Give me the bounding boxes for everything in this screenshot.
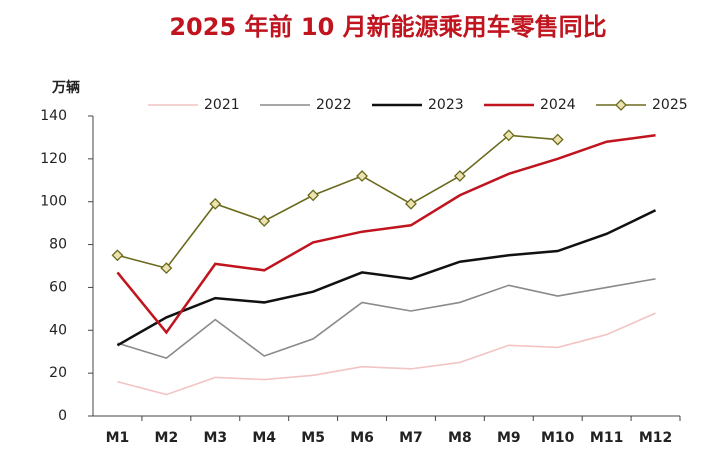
x-tick-label: M2 — [155, 430, 179, 446]
legend-label: 2024 — [540, 97, 576, 113]
x-tick-label: M3 — [203, 430, 227, 446]
legend-marker — [615, 99, 627, 111]
y-tick-label: 60 — [49, 279, 67, 295]
series-line — [117, 312, 656, 396]
y-tick-label: 80 — [49, 237, 67, 253]
legend-label: 2023 — [428, 97, 464, 113]
y-tick-label: 0 — [58, 408, 67, 424]
x-tick-label: M5 — [301, 430, 325, 446]
point — [356, 170, 368, 182]
series-line — [117, 278, 656, 360]
legend-label: 2021 — [204, 97, 240, 113]
x-tick-label: M1 — [106, 430, 130, 446]
x-tick-label: M4 — [252, 430, 276, 446]
y-tick-label: 20 — [49, 365, 67, 381]
point — [258, 215, 271, 227]
point — [160, 262, 173, 275]
point — [502, 129, 515, 142]
point — [405, 197, 417, 210]
y-tick-label: 100 — [40, 194, 67, 210]
x-tick-label: M8 — [448, 430, 472, 446]
y-axis-label: 万辆 — [51, 79, 80, 96]
x-tick-label: M7 — [399, 430, 423, 446]
y-tick-label: 140 — [40, 108, 67, 124]
y-tick-label: 120 — [40, 151, 67, 167]
x-tick-label: M9 — [497, 430, 521, 446]
chart-title: 2025 年前 10 月新能源乘用车零售同比 — [169, 13, 606, 41]
point — [209, 197, 222, 210]
series-line — [116, 209, 657, 347]
legend-label: 2022 — [316, 97, 352, 113]
y-tick-label: 40 — [49, 322, 67, 338]
point — [551, 133, 564, 146]
legend-label: 2025 — [652, 97, 688, 113]
x-tick-label: M6 — [350, 430, 374, 446]
x-tick-label: M12 — [639, 430, 672, 446]
point — [307, 189, 320, 202]
point — [453, 170, 466, 182]
series-line — [116, 134, 656, 335]
x-tick-label: M11 — [590, 430, 623, 446]
point — [111, 249, 124, 262]
series-line — [117, 134, 558, 270]
x-tick-label: M10 — [541, 430, 575, 446]
